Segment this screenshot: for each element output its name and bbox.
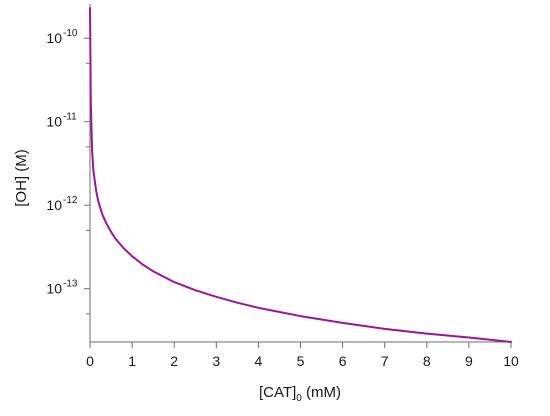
x-tick-label: 3	[212, 353, 220, 369]
x-axis-label: [CAT]0 (mM)	[259, 384, 341, 404]
y-tick-label: 10	[46, 114, 62, 130]
x-tick-label: 6	[339, 353, 347, 369]
x-tick-label: 7	[381, 353, 389, 369]
x-tick-label: 1	[128, 353, 136, 369]
series-lines	[89, 7, 512, 343]
x-axis-label-unit: (mM)	[302, 384, 341, 401]
y-tick-label-exponent: -11	[63, 112, 77, 123]
y-tick-label-exponent: -12	[63, 195, 78, 206]
x-axis-label-subscript: 0	[296, 393, 302, 404]
y-tick-label: 10	[46, 197, 62, 213]
y-tick-label: 10	[46, 30, 62, 46]
x-tick-label: 2	[170, 353, 178, 369]
x-axis-label-main: [CAT]	[259, 384, 296, 401]
x-tick-label: 4	[255, 353, 263, 369]
x-tick-label: 5	[297, 353, 305, 369]
x-tick-label: 0	[86, 353, 94, 369]
y-axis-label: [OH] (M)	[13, 149, 30, 207]
axes	[89, 4, 511, 343]
x-tick-label: 9	[465, 353, 473, 369]
series-line	[89, 7, 512, 343]
y-tick-label-exponent: -13	[63, 279, 78, 290]
y-tick-label-exponent: -10	[63, 28, 78, 39]
x-tick-label: 8	[423, 353, 431, 369]
x-tick-label: 10	[503, 353, 519, 369]
ticks	[84, 37, 512, 348]
y-tick-label: 10	[46, 281, 62, 297]
